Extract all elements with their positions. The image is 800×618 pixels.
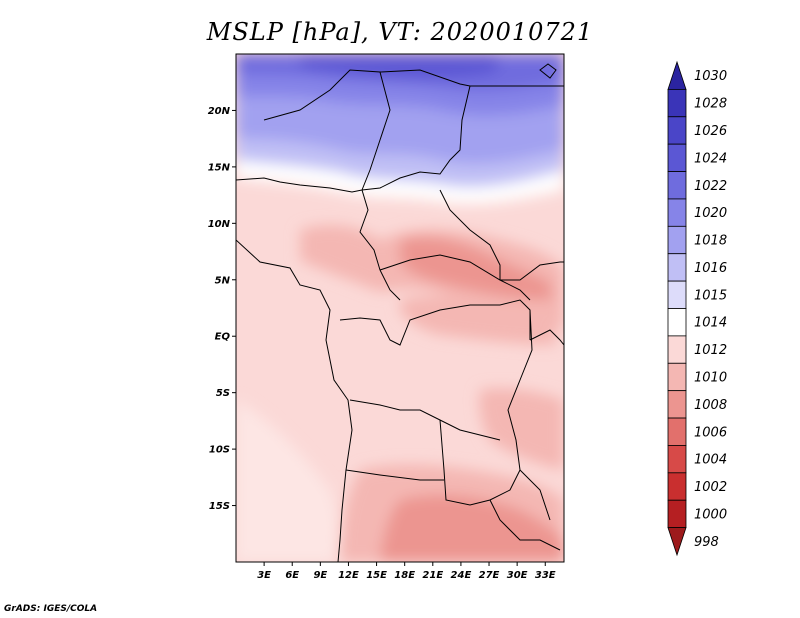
colorbar-segment [667,143,687,172]
field-band-1010-center [400,294,556,345]
border-sudan-south [439,189,501,280]
map-frame [235,53,565,563]
lon-tick-label: 18E [394,570,415,581]
colorbar-label: 1002 [694,480,727,495]
colorbar-segment [667,171,687,200]
border-kenya [529,329,564,346]
colorbar-label: 1024 [694,151,727,166]
border-congo [339,299,531,346]
colorbar-segment [667,335,687,364]
lon-tick-label: 6E [285,570,299,581]
colorbar-segment [667,417,687,446]
colorbar-label: 1022 [694,179,727,194]
lat-tick-label: 15N [208,162,231,173]
colorbar-segment [667,225,687,255]
colorbar-segment [667,60,687,90]
border-chad-sudan [361,85,564,191]
pressure-field [236,54,564,562]
border-car [379,254,531,301]
colorbar-label: 1020 [694,206,727,221]
colorbar-label: 1006 [694,425,727,440]
border-libya [379,69,471,87]
colorbar-segment [667,88,687,118]
colorbar-segment [667,445,687,474]
boundaries [236,63,564,562]
colorbar-segment [667,472,687,501]
lon-tick-label: 3E [257,570,271,581]
colorbar-label: 1014 [694,316,727,331]
field-band-1008-south [380,494,564,562]
border-rift [507,309,551,521]
colorbar-label: 1015 [694,288,727,303]
colorbar: 1030 1028 1026 1024 1022 1020 1018 1016 1015 1014… [667,60,727,557]
colorbar-segment [667,198,687,227]
credit-label: GrADS: IGES/COLA [4,604,98,614]
chart-title: MSLP [hPa], VT: 2020010721 [206,18,594,46]
colorbar-label: 1012 [694,343,727,358]
colorbar-label: 1028 [694,97,727,112]
colorbar-segment [667,280,687,309]
border-cameroon [359,189,401,301]
border-ss-ethiopia [500,261,564,281]
lon-tick-label: 30E [507,570,528,581]
field-band-1014 [236,160,564,205]
lat-tick-label: 10N [208,219,231,230]
lat-axis: 20N 15N 10N 5N EQ 5S 10S 15S [208,106,236,512]
border-sahel-1 [236,177,363,193]
field-band-ocean-south [236,400,339,562]
lon-tick-label: 15E [366,570,387,581]
colorbar-segment [667,308,687,337]
colorbar-segment [667,253,687,282]
colorbar-label: 998 [694,535,719,550]
colorbar-segment [667,390,687,419]
coast-egypt [539,63,557,79]
colorbar-label: 1018 [694,234,727,249]
lat-tick-label: 10S [209,445,230,456]
lon-tick-label: 33E [535,570,556,581]
lat-tick-label: 5N [215,275,231,286]
lat-tick-label: 15S [209,501,230,512]
lon-axis: 3E 6E 9E 12E 15E 18E 21E 24E 27E 30E 33E [257,562,556,581]
border-angola-namibia [345,469,444,481]
lon-tick-label: 21E [422,570,443,581]
colorbar-label: 1010 [694,370,727,385]
lon-tick-label: 12E [338,570,359,581]
lon-tick-label: 27E [479,570,500,581]
colorbar-label: 1008 [694,398,727,413]
field-band-1024 [300,54,500,79]
colorbar-label: 1026 [694,124,727,139]
field-band-1010-east [479,388,564,470]
border-zimbabwe [489,499,561,551]
border-zambia [439,419,521,506]
colorbar-label: 1030 [694,69,727,84]
lat-tick-label: 20N [208,106,231,117]
colorbar-segment [667,499,687,529]
colorbar-label: 1000 [694,507,727,522]
lat-tick-label: EQ [215,332,231,343]
field-band-1016 [236,138,564,187]
colorbar-label: 1004 [694,453,727,468]
field-band-1008-north [400,236,552,300]
colorbar-segment [667,527,687,557]
colorbar-segment [667,116,687,145]
lon-tick-label: 24E [451,570,472,581]
colorbar-label: 1016 [694,261,727,276]
lat-tick-label: 5S [216,388,230,399]
border-angola-drc [349,399,501,441]
colorbar-segment [667,362,687,392]
lon-tick-label: 9E [313,570,327,581]
coastline-west [236,239,353,562]
